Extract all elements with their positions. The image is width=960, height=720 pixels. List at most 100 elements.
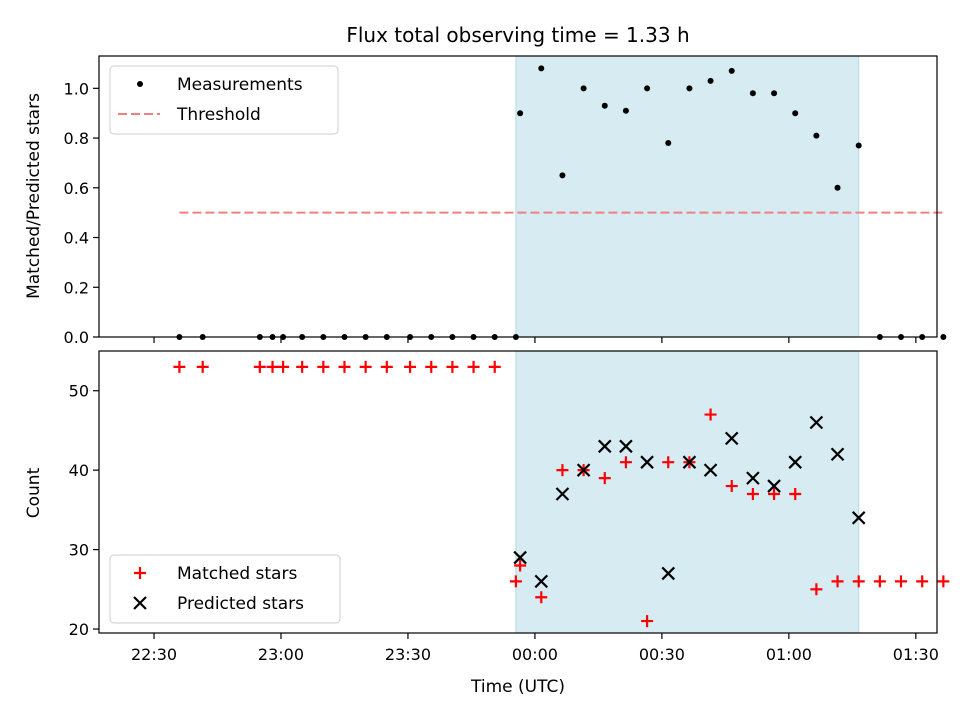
matched-stars-point — [641, 615, 654, 628]
predicted-stars-point — [767, 479, 781, 493]
legend-label: Measurements — [177, 75, 303, 95]
matched-stars-point — [514, 559, 527, 572]
predicted-stars-point — [746, 471, 760, 485]
matched-stars-point — [380, 360, 393, 373]
matched-stars-point — [253, 360, 266, 373]
legend-label: Matched stars — [177, 564, 297, 584]
chart-title: Flux total observing time = 1.33 h — [346, 23, 689, 47]
ratio-legend: Measurements Threshold — [109, 65, 339, 135]
x-tick-label: 00:00 — [512, 645, 558, 664]
matched-stars-point — [598, 472, 611, 485]
ratio-axes: 0.0 0.2 0.4 0.6 0.8 1.0 — [64, 55, 938, 347]
measurements-point — [538, 65, 545, 72]
matched-stars-point — [725, 480, 738, 493]
top-y-tick-label: 0.4 — [64, 229, 89, 248]
counts-legend: Matched stars Predicted stars — [109, 554, 341, 624]
x-tick-label: 00:30 — [639, 645, 685, 664]
x-tick-label: 01:00 — [766, 645, 812, 664]
x-tick-label: 01:30 — [893, 645, 939, 664]
counts-axes: 20 30 40 50 22:30 23:00 23:30 00:00 00:30 01:00 01… — [69, 350, 939, 664]
measurements-point — [644, 85, 651, 92]
matched-stars-point — [768, 487, 781, 500]
matched-stars-point — [488, 360, 501, 373]
measurements-point — [813, 132, 820, 139]
predicted-stars-point — [513, 550, 527, 565]
top-y-tick-label: 0.0 — [64, 328, 89, 347]
bot-legend-box — [109, 554, 341, 624]
predicted-stars-point — [555, 487, 570, 501]
counts-panel: 20 30 40 50 22:30 23:00 23:30 00:00 00:30 01:00 01… — [24, 350, 950, 664]
observing-window-band — [515, 350, 860, 634]
bot-y-tick-label: 50 — [69, 382, 89, 401]
matched-stars-point — [895, 575, 908, 588]
predicted-stars-point — [661, 566, 676, 581]
counts-marks — [173, 360, 950, 628]
predicted-stars-point — [788, 455, 802, 469]
top-y-tick-label: 1.0 — [64, 79, 89, 98]
matched-stars-point — [937, 575, 950, 588]
measurements-point — [771, 90, 778, 97]
measurements-point — [517, 110, 524, 117]
predicted-stars-point — [534, 574, 549, 589]
ratio-y-axis-label: Matched/Predicted stars — [24, 93, 44, 299]
measurements-point — [665, 140, 672, 147]
x-tick-label: 23:00 — [258, 645, 304, 664]
matched-stars-point — [916, 575, 929, 588]
legend-swatch-predicted — [133, 596, 147, 610]
bot-y-tick-label: 40 — [69, 461, 89, 480]
top-legend-box — [109, 65, 339, 135]
matched-stars-point — [852, 575, 865, 588]
matched-stars-point — [704, 408, 717, 421]
predicted-stars-point — [724, 431, 739, 446]
bot-axes-frame — [98, 350, 938, 634]
matched-stars-point — [509, 575, 522, 588]
matched-stars-point — [831, 575, 844, 588]
observing-window-bottom — [515, 350, 860, 634]
top-y-tick-label: 0.2 — [64, 278, 89, 297]
predicted-stars-point — [619, 439, 633, 454]
legend-label: Predicted stars — [177, 594, 304, 614]
top-axes-frame — [98, 55, 938, 338]
matched-stars-point — [619, 456, 632, 469]
measurements-point — [601, 102, 608, 109]
matched-stars-point — [810, 583, 823, 596]
x-axis-label: Time (UTC) — [470, 677, 565, 697]
predicted-stars-point — [597, 439, 612, 454]
predicted-stars-point — [851, 511, 866, 525]
measurements-point — [834, 184, 841, 191]
matched-stars-point — [467, 360, 480, 373]
observing-window-band — [515, 55, 860, 338]
measurements-point — [855, 142, 862, 149]
legend-label: Threshold — [176, 105, 261, 125]
measurements-point — [580, 85, 587, 92]
matched-stars-point — [277, 360, 290, 373]
predicted-stars-point — [830, 447, 845, 462]
matched-stars-point — [196, 360, 209, 373]
measurements-point — [749, 90, 756, 97]
matched-stars-point — [425, 360, 438, 373]
predicted-stars-point — [682, 455, 697, 469]
measurements-point — [686, 85, 693, 92]
matched-stars-point — [789, 487, 802, 500]
top-y-tick-label: 0.6 — [64, 179, 89, 198]
matched-stars-point — [746, 487, 759, 500]
ratio-panel: 0.0 0.2 0.4 0.6 0.8 1.0 Matched/Predicted sta… — [24, 55, 947, 347]
legend-swatch-measurements — [137, 81, 143, 87]
measurements-point — [707, 77, 714, 84]
measurements-point — [622, 107, 629, 114]
predicted-stars-point — [809, 415, 824, 430]
x-tick-label: 22:30 — [131, 645, 177, 664]
top-y-tick-label: 0.8 — [64, 129, 89, 148]
bot-y-tick-label: 30 — [69, 541, 89, 560]
x-tick-label: 23:30 — [385, 645, 431, 664]
measurements-point — [792, 110, 799, 117]
predicted-stars-point — [640, 455, 654, 469]
matched-stars-point — [556, 464, 569, 477]
matched-stars-point — [446, 360, 459, 373]
matched-stars-point — [266, 360, 279, 373]
predicted-stars-point — [703, 463, 718, 477]
matched-stars-point — [296, 360, 309, 373]
legend-swatch-matched — [134, 567, 146, 579]
predicted-stars-point — [576, 463, 591, 477]
